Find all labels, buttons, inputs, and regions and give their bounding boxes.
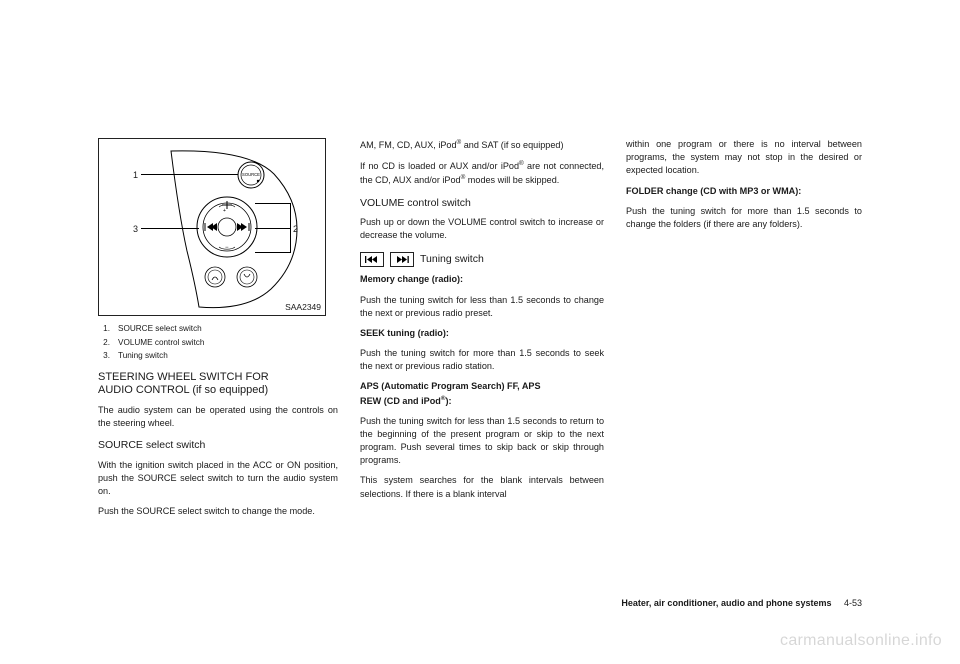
legend-num: 2. xyxy=(98,336,110,350)
text-run: AM, FM, CD, AUX, iPod xyxy=(360,140,457,150)
heading-line: STEERING WHEEL SWITCH FOR xyxy=(98,371,269,383)
paragraph: Push the tuning switch for more than 1.5… xyxy=(360,347,604,373)
figure-legend: 1. SOURCE select switch 2. VOLUME contro… xyxy=(98,322,338,363)
heading-folder-change: FOLDER change (CD with MP3 or WMA): xyxy=(626,185,862,198)
leader-2b xyxy=(255,203,291,204)
text-run: ): xyxy=(446,396,452,406)
page-content: SOURCE + − xyxy=(98,138,862,608)
legend-row: 1. SOURCE select switch xyxy=(98,322,338,336)
legend-row: 2. VOLUME control switch xyxy=(98,336,338,350)
svg-text:SOURCE: SOURCE xyxy=(242,172,260,177)
leader-2v xyxy=(290,203,291,253)
callout-1: 1 xyxy=(133,169,138,182)
leader-1 xyxy=(141,174,238,175)
paragraph: Push the tuning switch for more than 1.5… xyxy=(626,205,862,231)
text-run: modes will be skipped. xyxy=(465,175,559,185)
legend-text: SOURCE select switch xyxy=(118,322,202,336)
heading-seek-tuning: SEEK tuning (radio): xyxy=(360,327,604,340)
text-run: REW (CD and iPod xyxy=(360,396,441,406)
heading-source-select: SOURCE select switch xyxy=(98,438,338,453)
footer-page: 4-53 xyxy=(844,598,862,608)
page-footer: Heater, air conditioner, audio and phone… xyxy=(621,598,862,608)
paragraph: Push the SOURCE select switch to change … xyxy=(98,505,338,518)
svg-text:−: − xyxy=(225,245,229,251)
text-run: and SAT (if so equipped) xyxy=(461,140,563,150)
leader-2a xyxy=(255,228,291,229)
tuning-switch-row: Tuning switch xyxy=(360,252,604,267)
paragraph: With the ignition switch placed in the A… xyxy=(98,459,338,499)
figure-steering-switch: SOURCE + − xyxy=(98,138,326,316)
heading-aps: APS (Automatic Program Search) FF, APS R… xyxy=(360,380,604,407)
paragraph: Push the tuning switch for less than 1.5… xyxy=(360,415,604,468)
leader-2c xyxy=(255,252,291,253)
tuning-switch-label: Tuning switch xyxy=(420,252,484,267)
paragraph: The audio system can be operated using t… xyxy=(98,404,338,430)
paragraph: Push up or down the VOLUME control switc… xyxy=(360,216,604,242)
svg-text:+: + xyxy=(223,208,226,214)
paragraph: If no CD is loaded or AUX and/or iPod® a… xyxy=(360,159,604,187)
callout-3: 3 xyxy=(133,223,138,236)
paragraph: This system searches for the blank inter… xyxy=(360,474,604,500)
heading-volume-switch: VOLUME control switch xyxy=(360,196,604,211)
column-3: within one program or there is no interv… xyxy=(626,138,862,608)
legend-num: 1. xyxy=(98,322,110,336)
heading-memory-change: Memory change (radio): xyxy=(360,273,604,286)
column-2: AM, FM, CD, AUX, iPod® and SAT (if so eq… xyxy=(360,138,604,608)
footer-section: Heater, air conditioner, audio and phone… xyxy=(621,598,831,608)
heading-line: AUDIO CONTROL (if so equipped) xyxy=(98,384,268,396)
column-1: SOURCE + − xyxy=(98,138,338,608)
figure-id: SAA2349 xyxy=(285,301,321,313)
text-run: APS (Automatic Program Search) FF, APS xyxy=(360,381,541,391)
paragraph: within one program or there is no interv… xyxy=(626,138,862,178)
legend-row: 3. Tuning switch xyxy=(98,349,338,363)
text-run: If no CD is loaded or AUX and/or iPod xyxy=(360,161,519,171)
heading-steering-wheel: STEERING WHEEL SWITCH FOR AUDIO CONTROL … xyxy=(98,371,338,399)
callout-2: 2 xyxy=(293,223,298,236)
watermark: carmanualsonline.info xyxy=(780,632,942,650)
paragraph: Push the tuning switch for less than 1.5… xyxy=(360,294,604,320)
seek-fwd-icon xyxy=(390,252,414,267)
legend-text: Tuning switch xyxy=(118,349,168,363)
leader-3 xyxy=(141,228,199,229)
legend-text: VOLUME control switch xyxy=(118,336,204,350)
seek-back-icon xyxy=(360,252,384,267)
paragraph: AM, FM, CD, AUX, iPod® and SAT (if so eq… xyxy=(360,138,604,152)
legend-num: 3. xyxy=(98,349,110,363)
